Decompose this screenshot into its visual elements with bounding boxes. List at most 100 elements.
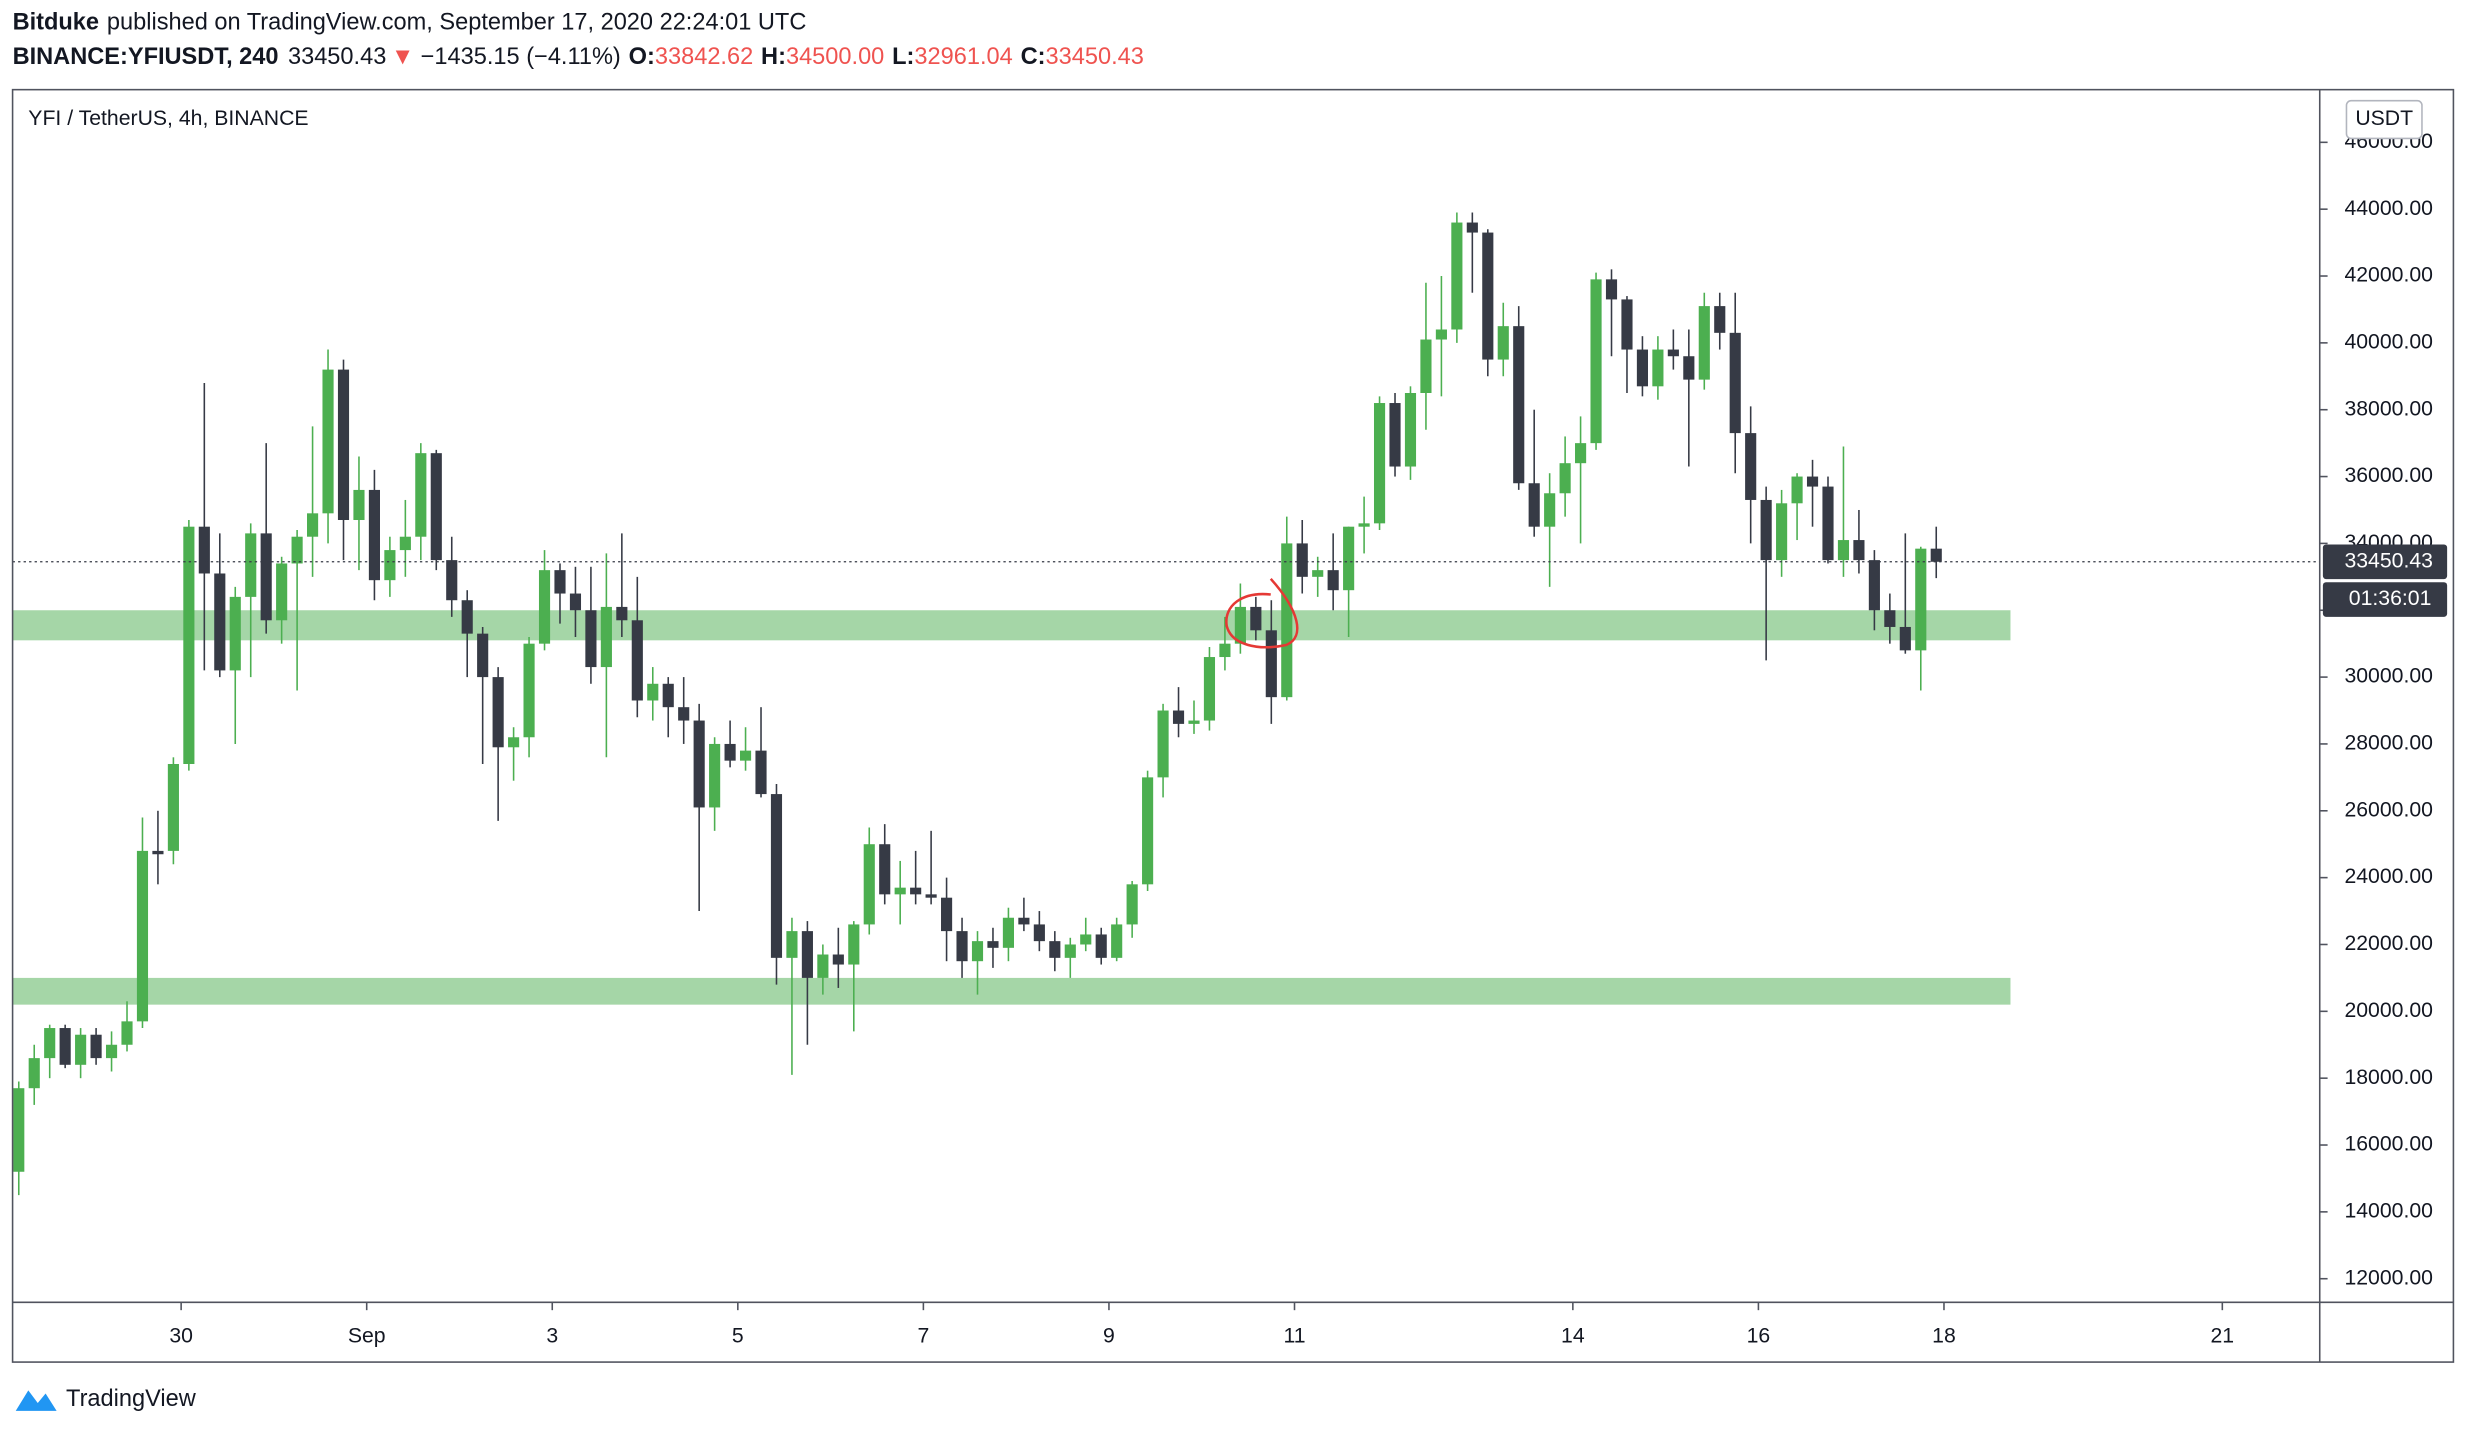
candle-body [848,924,860,965]
candle-body [1868,560,1880,611]
candle-body [368,489,380,581]
chart-title: YFI / TetherUS, 4h, BINANCE [28,107,308,130]
countdown: 01:36:01 [2349,587,2432,610]
currency: USDT [2355,107,2413,130]
x-tick-label: 30 [169,1325,193,1348]
candle-body [1296,543,1308,577]
candle-body [1404,392,1417,467]
candle-body [430,453,442,561]
symbol: BINANCE:YFIUSDT, 240 [13,43,279,69]
x-tick-label: 7 [917,1325,929,1348]
candle-body [1049,941,1061,958]
candle-body [1745,433,1757,500]
candle-body [13,1088,25,1172]
candle-body [1234,606,1246,644]
candle-body [245,533,257,597]
ohlc-value: 33842.62 [655,43,753,69]
candle-body [183,526,195,764]
x-tick-label: 21 [2211,1325,2235,1348]
candle-body [415,453,427,537]
candle-body [1435,329,1447,340]
candle-body [616,606,628,621]
candle-body [492,677,504,748]
candle-body [600,606,612,668]
candle-body [1018,917,1030,925]
candle-body [1095,934,1107,958]
candle-body [647,683,659,701]
x-tick-label: 18 [1932,1325,1956,1348]
candle-body [1683,356,1695,380]
candle-body [879,844,891,895]
candle-body [136,850,149,1022]
candle-body [1776,503,1788,561]
candle-body [307,513,319,537]
candle-body [90,1034,102,1059]
candle-body [1002,917,1014,948]
last-price-box [2322,544,2448,580]
ohlc-label: H: [761,43,786,69]
candle-body [1358,523,1370,527]
candle-body [167,763,179,851]
support-zone [12,610,2011,641]
candle-body [384,550,396,581]
candle-body [1915,548,1927,651]
candle-body [1605,279,1618,300]
ohlc-value: 32961.04 [914,43,1012,69]
candle-body [260,533,272,621]
candle-body [121,1021,133,1045]
candle-body [1420,339,1432,393]
candle-body [1559,463,1571,494]
candle-body [59,1028,71,1065]
candle-body [1590,279,1602,444]
candle-body [1667,349,1679,357]
candle-body [1451,222,1463,330]
candle-body [786,931,798,958]
candle-body [801,931,813,978]
price: 33450.43 [288,43,386,69]
ohlc-value: 34500.00 [786,43,884,69]
candle-body [353,489,365,521]
candle-body [724,743,736,761]
candle-body [1899,626,1911,651]
ohlc-label: L: [892,43,914,69]
published: published on TradingView.com, September … [107,9,806,35]
candle-body [75,1034,87,1065]
candle-body [956,931,968,962]
y-tick-label: 24000.00 [2344,865,2433,888]
candle-body [755,750,767,795]
candle-body [709,743,721,808]
publish-line: Bitduke published on TradingView.com, Sep… [13,9,807,35]
candle-body [678,707,690,721]
candle-body [1729,332,1741,434]
candle-body [1575,443,1587,464]
candle-body [569,593,582,611]
candle-body [1698,306,1710,380]
candle-body [322,369,334,514]
candle-body [1497,326,1509,360]
x-tick-label: 11 [1283,1325,1305,1348]
candle-body [1482,232,1494,360]
candle-body [1806,476,1819,487]
candle-body [446,560,458,601]
candle-body [28,1058,40,1089]
candle-body [1327,570,1339,591]
candle-body [1837,540,1850,561]
y-tick-label: 18000.00 [2344,1066,2433,1089]
candle-body [1203,657,1216,721]
candle-body [1652,349,1664,387]
candle-body [971,941,984,962]
candle-body [523,643,535,738]
candle-body [987,941,999,948]
candle-body [1528,483,1540,527]
candle-body [1111,924,1123,958]
footer-brand: TradingView [66,1385,197,1411]
candle-body [817,954,829,978]
candle-body [1219,643,1231,658]
y-tick-label: 30000.00 [2344,665,2433,688]
change: −1435.15 (−4.11%) [421,43,621,69]
candle-body [1033,924,1045,942]
candle-body [1250,606,1262,631]
x-tick-label: 14 [1561,1325,1585,1348]
